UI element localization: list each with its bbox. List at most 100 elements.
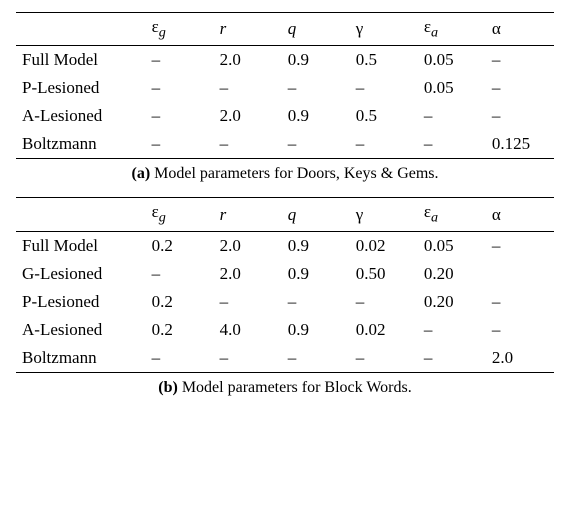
cell-value: – <box>486 102 554 130</box>
cell-value: 2.0 <box>486 344 554 373</box>
row-label: Boltzmann <box>16 344 146 373</box>
cell-value: 0.02 <box>350 231 418 260</box>
cell-value: 0.9 <box>282 231 350 260</box>
row-label: A-Lesioned <box>16 102 146 130</box>
table-row: A-Lesioned0.24.00.90.02–– <box>16 316 554 344</box>
column-header-sub: g <box>159 210 166 226</box>
column-header: εg <box>146 198 214 231</box>
column-header: q <box>282 198 350 231</box>
cell-value: 0.02 <box>350 316 418 344</box>
caption-text: Model parameters for Block Words. <box>178 379 412 396</box>
cell-value: 2.0 <box>214 231 282 260</box>
cell-value: 0.20 <box>418 288 486 316</box>
cell-value: 2.0 <box>214 102 282 130</box>
table-row: A-Lesioned–2.00.90.5–– <box>16 102 554 130</box>
cell-value: 0.50 <box>350 260 418 288</box>
column-header-sub: a <box>431 24 438 40</box>
cell-value: – <box>486 231 554 260</box>
table-block-0: εgrqγεaαFull Model–2.00.90.50.05–P-Lesio… <box>16 12 554 183</box>
cell-value: – <box>146 260 214 288</box>
table-row: Full Model–2.00.90.50.05– <box>16 46 554 75</box>
row-label: Full Model <box>16 46 146 75</box>
cell-value: – <box>486 46 554 75</box>
parameter-table-0: εgrqγεaαFull Model–2.00.90.50.05–P-Lesio… <box>16 12 554 159</box>
cell-value: 0.5 <box>350 46 418 75</box>
cell-value: 0.9 <box>282 260 350 288</box>
column-header: εg <box>146 13 214 46</box>
cell-value: – <box>418 344 486 373</box>
cell-value: 0.5 <box>350 102 418 130</box>
table-block-1: εgrqγεaαFull Model0.22.00.90.020.05–G-Le… <box>16 197 554 396</box>
row-label: P-Lesioned <box>16 288 146 316</box>
column-header: εa <box>418 198 486 231</box>
column-header-sub: a <box>431 210 438 226</box>
row-label: Boltzmann <box>16 130 146 159</box>
cell-value: – <box>282 344 350 373</box>
column-header: α <box>486 13 554 46</box>
cell-value: 0.2 <box>146 288 214 316</box>
cell-value: 0.125 <box>486 130 554 159</box>
cell-value: – <box>486 74 554 102</box>
cell-value: – <box>486 288 554 316</box>
row-label: A-Lesioned <box>16 316 146 344</box>
cell-value: – <box>350 344 418 373</box>
cell-value: – <box>418 130 486 159</box>
cell-value: – <box>214 74 282 102</box>
cell-value: 0.9 <box>282 46 350 75</box>
cell-value: 0.05 <box>418 74 486 102</box>
table-caption: (b) Model parameters for Block Words. <box>16 379 554 397</box>
caption-label: (a) <box>131 165 150 182</box>
cell-value: – <box>418 102 486 130</box>
column-header: γ <box>350 198 418 231</box>
table-caption: (a) Model parameters for Doors, Keys & G… <box>16 165 554 183</box>
cell-value: – <box>350 74 418 102</box>
column-header: εa <box>418 13 486 46</box>
table-row: P-Lesioned––––0.05– <box>16 74 554 102</box>
row-label: G-Lesioned <box>16 260 146 288</box>
cell-value: 2.0 <box>214 260 282 288</box>
column-header-sub: g <box>159 24 166 40</box>
cell-value: – <box>418 316 486 344</box>
cell-value: – <box>282 130 350 159</box>
cell-value: – <box>486 316 554 344</box>
row-label: Full Model <box>16 231 146 260</box>
table-row: Full Model0.22.00.90.020.05– <box>16 231 554 260</box>
cell-value: – <box>146 74 214 102</box>
table-row: G-Lesioned–2.00.90.500.20 <box>16 260 554 288</box>
cell-value: 0.05 <box>418 231 486 260</box>
cell-value: – <box>146 130 214 159</box>
cell-value: 0.2 <box>146 316 214 344</box>
cell-value: – <box>350 130 418 159</box>
cell-value: – <box>146 344 214 373</box>
cell-value: – <box>214 344 282 373</box>
table-row: Boltzmann–––––0.125 <box>16 130 554 159</box>
column-header: q <box>282 13 350 46</box>
cell-value: – <box>146 102 214 130</box>
cell-value: 0.9 <box>282 102 350 130</box>
caption-text: Model parameters for Doors, Keys & Gems. <box>150 165 438 182</box>
cell-value: 4.0 <box>214 316 282 344</box>
cell-value: 0.05 <box>418 46 486 75</box>
cell-value: – <box>214 288 282 316</box>
column-header <box>16 13 146 46</box>
row-label: P-Lesioned <box>16 74 146 102</box>
cell-value: 0.20 <box>418 260 486 288</box>
column-header: α <box>486 198 554 231</box>
column-header: r <box>214 198 282 231</box>
table-row: Boltzmann–––––2.0 <box>16 344 554 373</box>
cell-value: – <box>282 288 350 316</box>
cell-value: – <box>282 74 350 102</box>
column-header: γ <box>350 13 418 46</box>
column-header: r <box>214 13 282 46</box>
caption-label: (b) <box>158 379 178 396</box>
cell-value <box>486 260 554 288</box>
parameter-table-1: εgrqγεaαFull Model0.22.00.90.020.05–G-Le… <box>16 197 554 372</box>
cell-value: 0.2 <box>146 231 214 260</box>
cell-value: – <box>146 46 214 75</box>
cell-value: 2.0 <box>214 46 282 75</box>
cell-value: 0.9 <box>282 316 350 344</box>
cell-value: – <box>214 130 282 159</box>
table-row: P-Lesioned0.2–––0.20– <box>16 288 554 316</box>
column-header <box>16 198 146 231</box>
cell-value: – <box>350 288 418 316</box>
